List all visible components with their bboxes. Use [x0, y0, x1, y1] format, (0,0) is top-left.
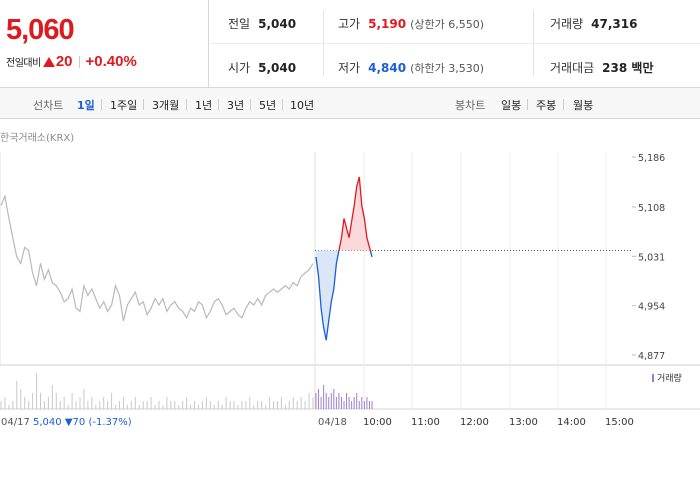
change-label: 전일대비 [6, 58, 41, 69]
line-chart-label: 선차트 [33, 99, 64, 112]
toolbar-divider [186, 99, 187, 110]
period-10year[interactable]: 10년 [290, 99, 315, 112]
stats-grid: 전일 5,040 고가 5,190 (상한가 6,550) 거래량 47,316 시가 5… [210, 0, 700, 88]
stat-label: 거래량 [550, 17, 584, 31]
y-tick-label: 4,954 [638, 302, 665, 313]
toolbar-divider [143, 99, 144, 110]
prev-day-close: 5,040 [33, 417, 62, 428]
stat-value: 4,840 [368, 61, 407, 75]
y-tick-label: 5,031 [638, 252, 665, 263]
y-axis-ticks: 5,186 5,108 5,031 4,954 4,877 [632, 153, 665, 362]
period-1year[interactable]: 1년 [195, 99, 213, 112]
up-area [316, 176, 372, 251]
source-label: 한국거래소(KRX) [0, 132, 74, 144]
stat-label: 고가 [338, 17, 361, 31]
prev-day-change: 70 [73, 417, 86, 428]
stat-value: 5,040 [258, 17, 297, 31]
change-value: 20 [55, 53, 73, 70]
period-5year[interactable]: 5년 [259, 99, 277, 112]
stats-row-divider [210, 43, 700, 44]
volume-legend-swatch [652, 374, 654, 382]
stat-label: 저가 [338, 61, 361, 75]
prev-day-line [0, 193, 314, 322]
lower-limit: (하한가 3,530) [410, 62, 484, 75]
period-3month[interactable]: 3개월 [152, 99, 180, 112]
stat-value: 238 백만 [602, 61, 654, 75]
period-1day[interactable]: 1일 [77, 99, 95, 112]
chart-toolbar: 선차트 1일 1주일 3개월 1년 3년 5년 10년 봉차트 일봉 주봉 월봉 [0, 88, 700, 119]
current-price: 5,060 [6, 14, 75, 46]
toolbar-divider [250, 99, 251, 110]
x-tick-label: 10:00 [363, 417, 392, 428]
candle-chart-label: 봉차트 [455, 99, 486, 112]
stat-volume: 거래량 47,316 [550, 15, 637, 32]
down-area [316, 250, 372, 341]
stat-value: 5,040 [258, 61, 297, 75]
candle-monthly[interactable]: 월봉 [573, 99, 594, 112]
toolbar-divider [527, 99, 528, 110]
prev-day-summary: 5,040 ▼70 (-1.37%) [33, 417, 132, 428]
stat-label: 전일 [228, 17, 251, 31]
x-tick-label: 11:00 [411, 417, 440, 428]
candle-weekly[interactable]: 주봉 [536, 99, 557, 112]
down-line [315, 250, 373, 341]
toolbar-divider [563, 99, 564, 110]
stat-open: 시가 5,040 [228, 59, 296, 76]
x-tick-label: 13:00 [509, 417, 538, 428]
down-arrow-icon: ▼ [65, 417, 73, 428]
stat-value: 5,190 [368, 17, 407, 31]
change-percent: +0.40% [85, 53, 137, 70]
up-triangle-icon [42, 56, 55, 67]
toolbar-divider [101, 99, 102, 110]
stat-value: 47,316 [591, 17, 638, 31]
volume-bars [0, 373, 373, 409]
y-tick-label: 5,186 [638, 153, 665, 164]
prev-day-label: 04/17 [1, 417, 30, 428]
current-price-box: 5,060 전일대비 20 +0.40% [0, 0, 209, 88]
change-row: 전일대비 20 +0.40% [6, 53, 137, 70]
quote-panel: 5,060 전일대비 20 +0.40% 전일 5,040 고가 5,190 (상한가… [0, 0, 700, 88]
stat-low: 저가 4,840 (하한가 3,530) [338, 59, 484, 76]
volume-legend: 거래량 [657, 372, 682, 384]
up-line [338, 176, 372, 251]
toolbar-divider [282, 99, 283, 110]
upper-limit: (상한가 6,550) [410, 18, 484, 31]
chart-grid [0, 152, 700, 410]
prev-day-pct: (-1.37%) [88, 417, 131, 428]
period-3year[interactable]: 3년 [227, 99, 245, 112]
stat-amount: 거래대금 238 백만 [550, 59, 653, 76]
current-day-label: 04/18 [318, 417, 347, 428]
x-tick-label: 12:00 [460, 417, 489, 428]
stat-label: 시가 [228, 61, 251, 75]
stat-high: 고가 5,190 (상한가 6,550) [338, 15, 484, 32]
current-day-series [315, 176, 373, 341]
x-tick-label: 15:00 [605, 417, 634, 428]
y-tick-label: 4,877 [638, 351, 665, 362]
period-1week[interactable]: 1주일 [110, 99, 138, 112]
x-axis-ticks: 10:00 11:00 12:00 13:00 14:00 15:00 [363, 417, 634, 428]
candle-daily[interactable]: 일봉 [501, 99, 522, 112]
toolbar-divider [218, 99, 219, 110]
x-tick-label: 14:00 [557, 417, 586, 428]
stat-prev-close: 전일 5,040 [228, 15, 296, 32]
y-tick-label: 5,108 [638, 203, 665, 214]
change-divider [78, 55, 80, 68]
prev-day-series [0, 193, 314, 322]
stat-label: 거래대금 [550, 61, 595, 75]
